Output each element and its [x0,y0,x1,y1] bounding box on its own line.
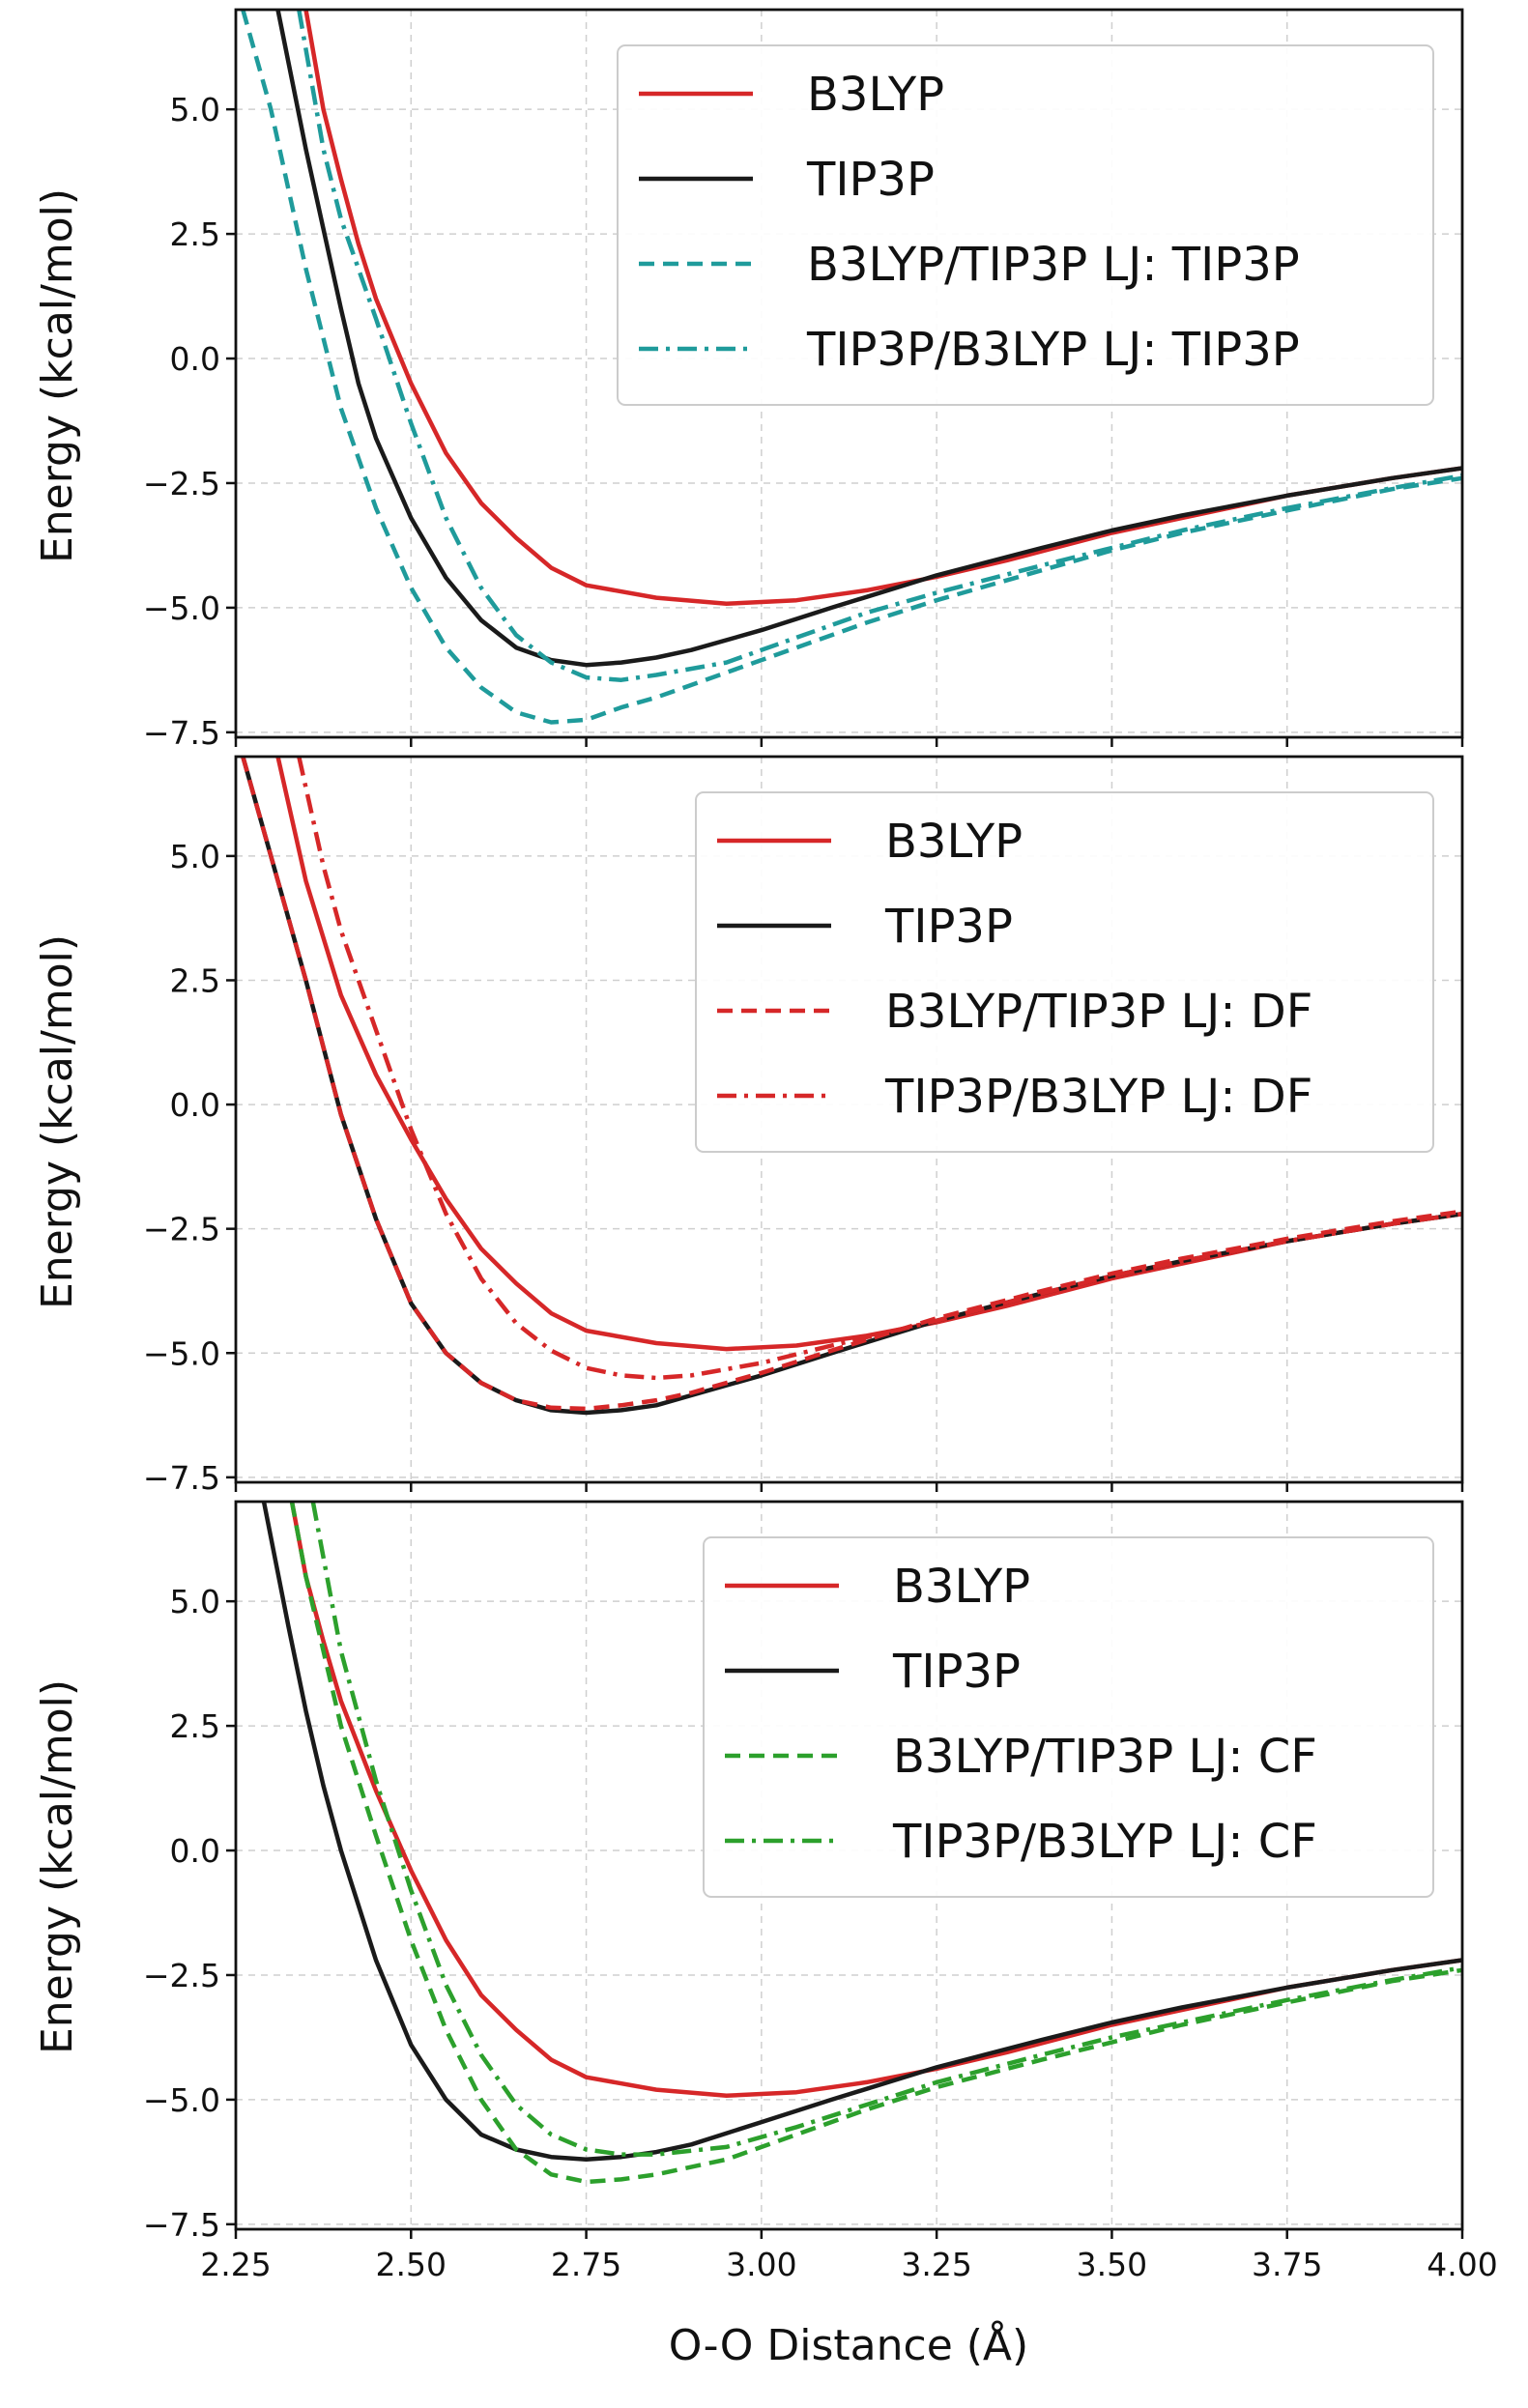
x-tick-label: 3.50 [1077,2246,1147,2283]
legend-box [703,1536,1434,1898]
x-tick-label: 4.00 [1427,2246,1497,2283]
y-tick-label: −2.5 [143,465,220,502]
x-tick-label: 2.25 [200,2246,271,2283]
x-tick-label: 2.75 [551,2246,621,2283]
series-line-0 [303,10,1462,607]
y-tick-label: 2.5 [170,961,220,999]
y-tick-label: 5.0 [170,838,220,875]
legend: B3LYP TIP3P B3LYP/TIP3P LJ: CF TIP3P/B3LYP … [703,1536,1434,1898]
legend-label-3: TIP3P/B3LYP LJ: TIP3P [806,323,1300,377]
y-tick-label: −5.0 [143,2081,220,2119]
y-tick-label: −2.5 [143,1957,220,1994]
plot-frame [234,755,1464,1484]
legend-label-1: TIP3P [884,900,1013,954]
panel-bottom: Energy (kcal/mol) O-O Distance (Å) −7.5 −… [33,1500,1498,2370]
series-line-2 [289,1502,1462,2185]
plot-frame [234,8,1464,739]
y-axis-label: Energy (kcal/mol) [33,1679,82,2054]
series-line-3 [310,1502,1462,2157]
x-tick-label: 3.25 [901,2246,971,2283]
series-line-3 [297,10,1462,682]
x-axis-label: O-O Distance (Å) [669,2319,1028,2370]
legend-label-3: TIP3P/B3LYP LJ: CF [892,1815,1317,1869]
panel-middle: Energy (kcal/mol) −7.5 −5.0 −2.5 0.0 2.5 5.0 B… [33,755,1464,1497]
y-tick-label: 0.0 [170,1832,220,1870]
series-line-2 [241,10,1462,725]
legend-box [617,44,1434,406]
series-line-3 [297,757,1462,1381]
legend-label-2: B3LYP/TIP3P LJ: CF [893,1730,1317,1784]
legend: B3LYP TIP3P B3LYP/TIP3P LJ: TIP3P TIP3P/B3L… [617,44,1434,406]
series-group [241,757,1462,1416]
panel-top: Energy (kcal/mol) −7.5 −5.0 −2.5 0.0 2.5 5.0 B… [33,8,1464,752]
legend-label-0: B3LYP [885,815,1023,869]
legend-box [695,791,1434,1153]
x-tick-label: 2.50 [376,2246,447,2283]
series-line-0 [289,1502,1462,2099]
y-tick-label: −7.5 [143,714,220,752]
plot-frame [234,1500,1464,2231]
y-tick-label: −2.5 [143,1211,220,1248]
series-line-2 [241,757,1462,1412]
x-tick-label: 3.75 [1252,2246,1322,2283]
y-tick-label: −7.5 [143,2206,220,2244]
legend-label-2: B3LYP/TIP3P LJ: DF [885,985,1312,1039]
legend-label-3: TIP3P/B3LYP LJ: DF [884,1070,1312,1124]
series-line-0 [275,757,1462,1352]
x-tick-label: 3.00 [726,2246,796,2283]
series-group [241,10,1462,725]
y-tick-label: −5.0 [143,589,220,627]
legend-label-0: B3LYP [893,1560,1030,1614]
y-tick-label: −5.0 [143,1334,220,1372]
y-tick-label: −7.5 [143,1459,220,1497]
y-tick-label: 0.0 [170,340,220,378]
legend: B3LYP TIP3P B3LYP/TIP3P LJ: DF TIP3P/B3LYP … [695,791,1434,1153]
y-tick-label: 5.0 [170,91,220,129]
y-axis-label: Energy (kcal/mol) [33,188,82,563]
y-axis-label: Energy (kcal/mol) [33,934,82,1309]
y-tick-label: 2.5 [170,215,220,253]
y-tick-label: 0.0 [170,1086,220,1124]
y-tick-label: 2.5 [170,1707,220,1745]
y-tick-label: 5.0 [170,1583,220,1620]
legend-label-1: TIP3P [892,1645,1021,1699]
series-group [261,1502,1462,2185]
legend-label-2: B3LYP/TIP3P LJ: TIP3P [807,238,1300,292]
series-line-1 [275,10,1462,668]
legend-label-1: TIP3P [806,153,935,207]
legend-label-0: B3LYP [807,68,944,122]
series-line-1 [261,1502,1462,2163]
